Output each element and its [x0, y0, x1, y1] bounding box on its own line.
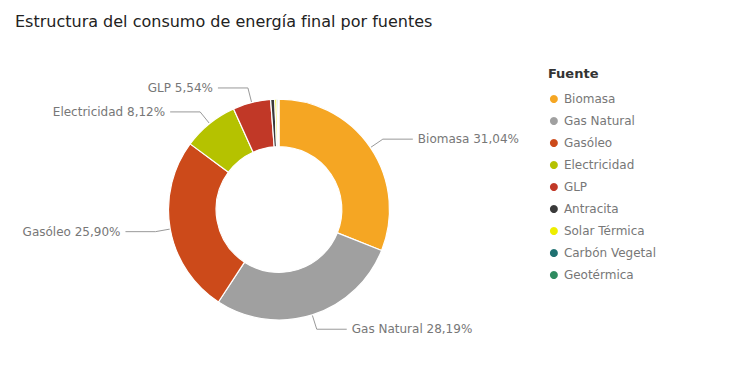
svg-text:Gas Natural 28,19%: Gas Natural 28,19%: [352, 322, 473, 336]
svg-text:Electricidad: Electricidad: [564, 158, 634, 172]
svg-text:Gasóleo: Gasóleo: [564, 136, 612, 150]
svg-text:Biomasa: Biomasa: [564, 92, 616, 106]
svg-text:Gas Natural: Gas Natural: [564, 114, 635, 128]
svg-text:Electricidad 8,12%: Electricidad 8,12%: [53, 105, 165, 119]
svg-text:Gasóleo 25,90%: Gasóleo 25,90%: [23, 225, 121, 239]
svg-text:Biomasa 31,04%: Biomasa 31,04%: [418, 132, 519, 146]
svg-text:Estructura del consumo de ener: Estructura del consumo de energía final …: [15, 12, 432, 31]
svg-text:GLP: GLP: [564, 180, 587, 194]
svg-text:Solar Térmica: Solar Térmica: [564, 224, 645, 238]
svg-text:Fuente: Fuente: [548, 66, 599, 81]
svg-text:Carbón Vegetal: Carbón Vegetal: [564, 246, 656, 260]
svg-text:Antracita: Antracita: [564, 202, 619, 216]
svg-text:Geotérmica: Geotérmica: [564, 268, 634, 282]
svg-text:GLP 5,54%: GLP 5,54%: [148, 81, 213, 95]
